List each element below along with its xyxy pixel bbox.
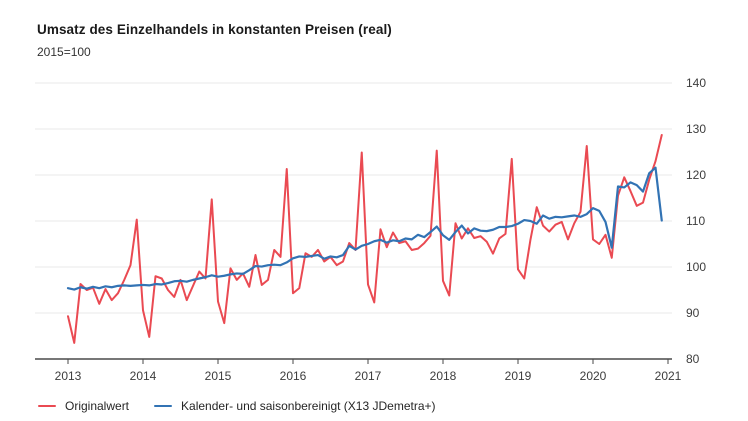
line-chart: 80 90 100 110 120 130 140 2013 2014 2015 2016 2017 2… [35,76,706,383]
y-tick-label: 80 [686,352,700,366]
y-tick-label: 140 [686,76,706,90]
y-tick-label: 110 [686,214,705,228]
x-tick-label: 2021 [655,369,682,383]
chart-legend: Originalwert Kalender- und saisonbereini… [38,399,436,413]
x-tick-label: 2017 [355,369,382,383]
originalwert-line [67,133,663,344]
x-tick-label: 2016 [280,369,307,383]
legend-label-adjusted: Kalender- und saisonbereinigt (X13 JDeme… [181,399,436,413]
y-tick-label: 120 [686,168,706,182]
x-tick-label: 2014 [130,369,157,383]
chart-subtitle: 2015=100 [37,45,91,59]
legend-swatch-blue-line [154,404,173,408]
legend-label-originalwert: Originalwert [65,399,130,413]
legend-swatch-red-line [38,404,56,408]
y-tick-label: 100 [686,260,706,274]
x-tick-label: 2018 [430,369,457,383]
x-tick-label: 2015 [205,369,232,383]
x-tick-label: 2019 [505,369,532,383]
chart-title: Umsatz des Einzelhandels in konstanten P… [37,22,392,37]
y-tick-label: 90 [686,306,700,320]
adjusted-line [66,166,663,291]
x-tick-label: 2020 [580,369,607,383]
x-tick-label: 2013 [55,369,82,383]
legend-item-originalwert: Originalwert [38,399,129,413]
y-tick-label: 130 [686,122,706,136]
legend-item-adjusted: Kalender- und saisonbereinigt (X13 JDeme… [154,399,436,413]
